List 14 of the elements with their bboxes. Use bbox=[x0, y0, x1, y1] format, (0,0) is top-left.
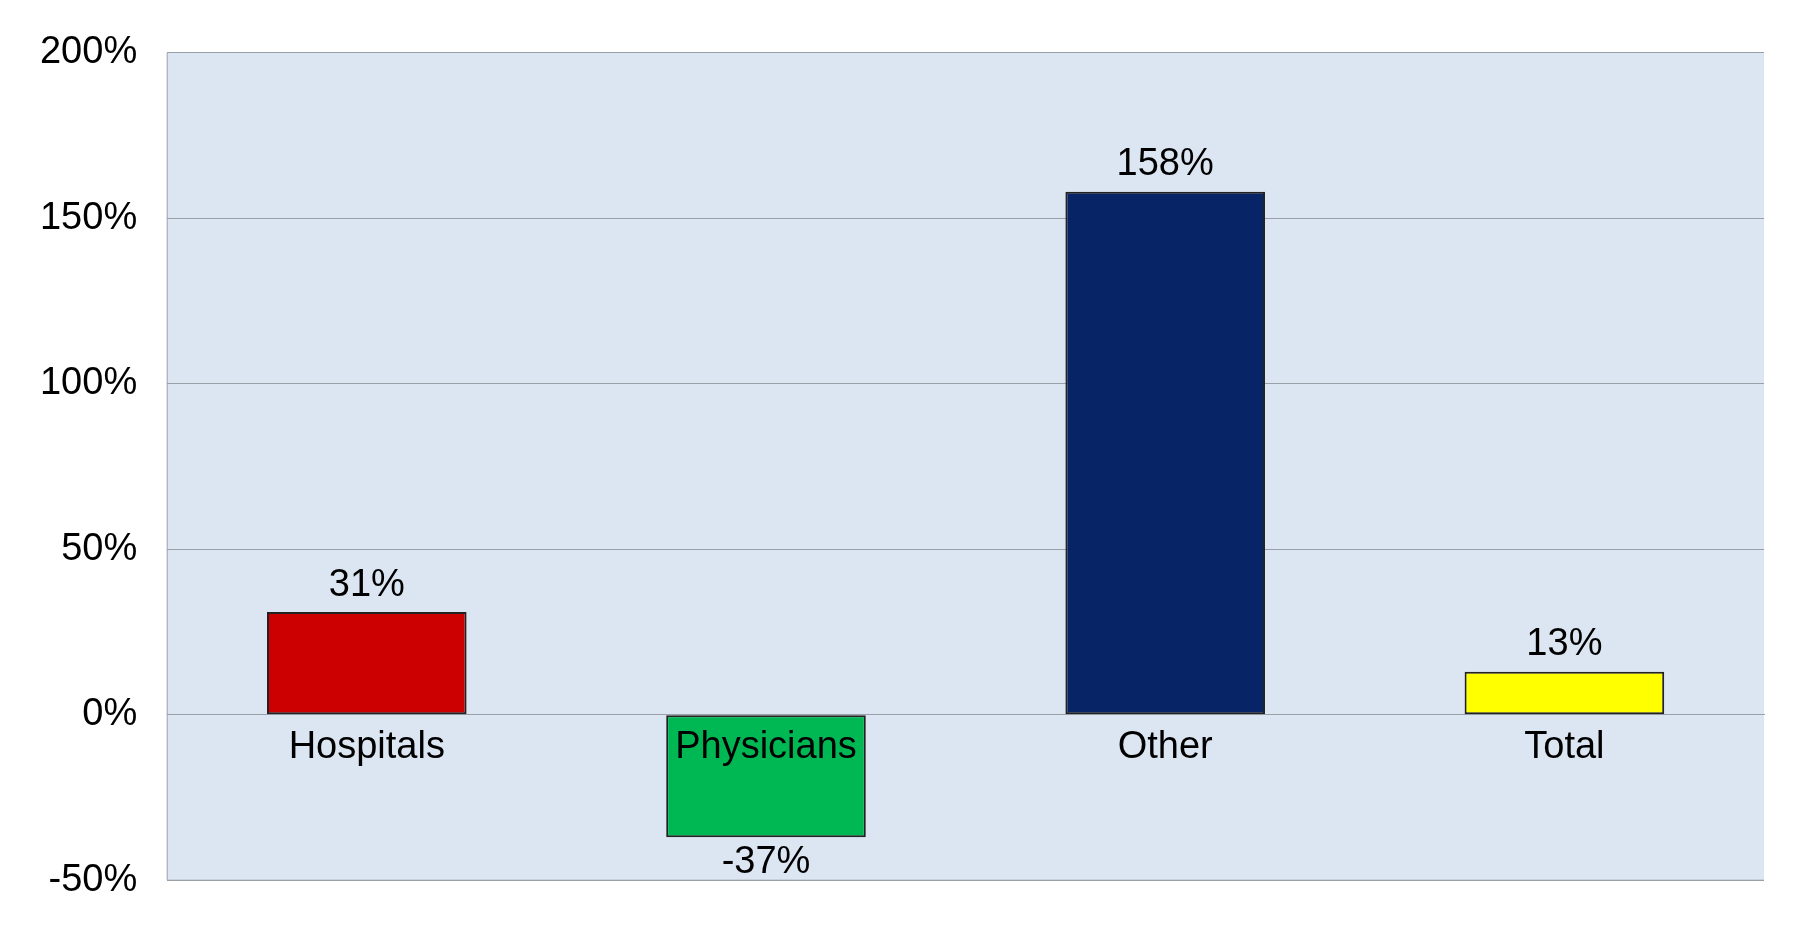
data-label: 158% bbox=[1116, 141, 1214, 184]
data-label: -37% bbox=[721, 838, 811, 881]
data-label: 31% bbox=[328, 561, 405, 604]
y-tick-label: 200% bbox=[39, 29, 138, 72]
x-tick-label: Physicians bbox=[675, 724, 857, 767]
y-tick-label: 0% bbox=[82, 691, 138, 734]
x-tick-label: Total bbox=[1524, 724, 1605, 767]
y-tick-label: 150% bbox=[39, 194, 138, 237]
y-tick-label: 50% bbox=[61, 525, 138, 568]
x-tick-label: Hospitals bbox=[288, 724, 445, 767]
data-label: 13% bbox=[1526, 621, 1603, 664]
x-tick-label: Other bbox=[1117, 724, 1214, 767]
y-tick-label: -50% bbox=[48, 856, 138, 899]
y-tick-label: 100% bbox=[39, 360, 138, 403]
